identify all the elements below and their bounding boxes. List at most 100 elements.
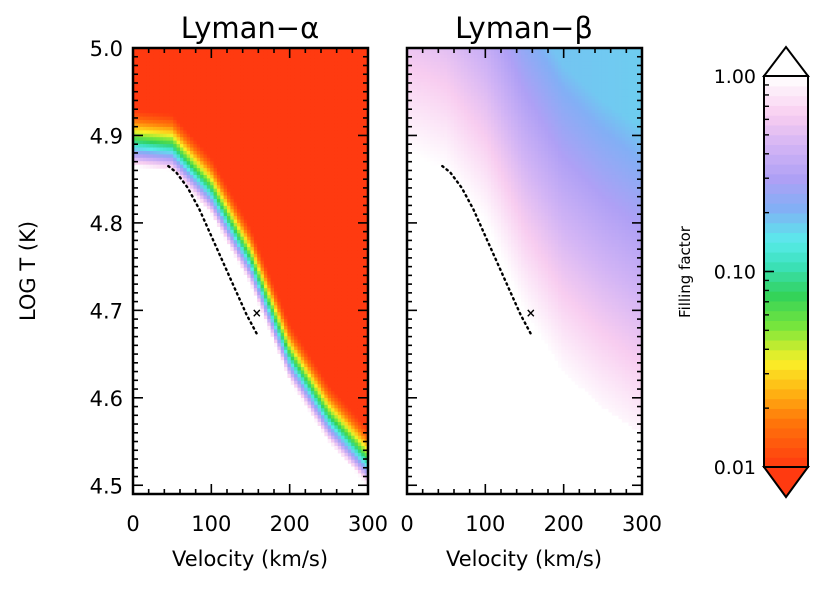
heatmap-cell [180,171,184,176]
heatmap-cell [321,356,325,361]
heatmap-cell [344,137,349,142]
heatmap-cell [327,373,332,378]
heatmap-cell [304,133,309,138]
heatmap-cell [139,157,144,162]
heatmap-cell [354,246,359,252]
heatmap-cell [173,109,178,114]
heatmap-cell [314,120,319,125]
heatmap-cell [133,161,137,166]
heatmap-cell [257,68,262,73]
heatmap-cell [213,48,218,53]
heatmap-cell [344,435,349,440]
heatmap-cell [337,181,342,186]
heatmap-cell [260,301,265,306]
heatmap-cell [327,48,332,53]
heatmap-cell [253,137,258,142]
heatmap-cell [277,322,282,327]
heatmap-cell [297,164,302,169]
heatmap-cell [247,96,252,101]
heatmap-cell [196,157,201,162]
heatmap-cell [304,198,309,203]
heatmap-cell [210,109,215,114]
heatmap-cell [294,343,299,348]
heatmap-cell [334,205,339,210]
heatmap-cell [354,445,359,450]
heatmap-cell [190,174,195,179]
heatmap-cell [280,322,285,327]
heatmap-cell [143,85,148,90]
heatmap-cell [270,171,275,176]
heatmap-cell [314,137,319,142]
heatmap-cell [237,195,242,200]
heatmap-cell [347,329,352,334]
heatmap-cell [351,349,356,354]
heatmap-cell [304,319,309,324]
heatmap-cell [361,120,366,125]
heatmap-cell [334,346,339,351]
heatmap-cell [253,154,258,159]
heatmap-cell [354,356,359,361]
heatmap-cell [290,195,295,200]
heatmap-cell [337,253,342,258]
heatmap-cell [149,164,154,169]
heatmap-cell [220,89,225,94]
heatmap-cell [347,349,352,354]
heatmap-cell [277,349,282,354]
heatmap-cell [334,140,339,145]
heatmap-cell [297,61,302,66]
heatmap-cell [227,240,231,245]
heatmap-cell [247,178,252,183]
heatmap-cell [253,140,258,145]
heatmap-cell [230,185,235,190]
heatmap-cell [287,137,292,142]
heatmap-cell [183,137,188,142]
heatmap-cell [344,116,349,121]
heatmap-cell [337,102,342,107]
heatmap-cell [317,219,322,224]
heatmap-cell [341,51,346,56]
heatmap-cell [297,226,302,231]
heatmap-cell [173,85,178,90]
heatmap-cell [304,387,309,392]
heatmap-cell [267,126,272,131]
heatmap-cell [243,92,248,97]
heatmap-cell [277,150,282,155]
heatmap-cell [321,113,325,118]
heatmap-cell [166,154,171,159]
heatmap-cell [280,216,285,221]
heatmap-cell [257,178,262,183]
heatmap-cell [260,185,265,190]
heatmap-cell [257,65,262,70]
heatmap-cell [247,257,252,262]
heatmap-cell [247,267,252,272]
heatmap-cell [139,123,144,128]
heatmap-cell [220,216,225,221]
heatmap-cell [280,267,285,272]
heatmap-cell [287,267,292,272]
heatmap-cell [294,367,299,372]
heatmap-cell [357,253,362,258]
heatmap-cell [190,185,195,190]
heatmap-cell [327,58,332,63]
heatmap-cell [243,198,248,203]
heatmap-cell [351,133,356,138]
heatmap-cell [257,181,262,186]
heatmap-cell [240,178,245,183]
heatmap-cell [337,168,342,173]
heatmap-cell [347,325,352,330]
heatmap-cell [351,288,356,293]
heatmap-cell [153,150,158,155]
heatmap-cell [284,298,289,303]
heatmap-cell [220,229,225,234]
heatmap-cell [216,92,221,97]
heatmap-cell [351,106,356,111]
heatmap-cell [300,377,305,382]
heatmap-cell [257,174,262,179]
heatmap-cell [274,240,278,245]
heatmap-cell [230,174,235,179]
heatmap-cell [193,174,198,179]
heatmap-cell [344,315,349,320]
heatmap-cell [257,109,262,114]
heatmap-cell [183,51,188,56]
heatmap-cell [267,164,272,169]
